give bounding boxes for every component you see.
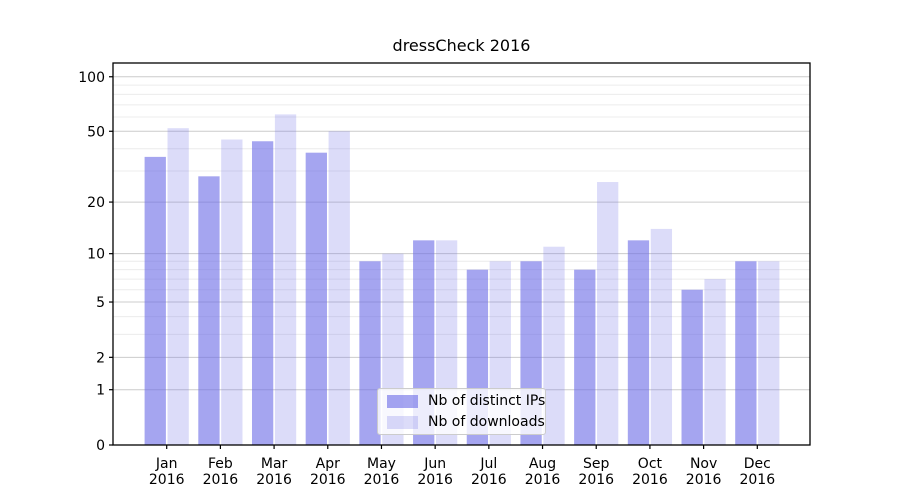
bar-oct-2016-s1 xyxy=(650,228,673,445)
x-tick-label-month: Jul xyxy=(479,456,497,472)
legend-label-distinct-ips: Nb of distinct IPs xyxy=(428,393,546,409)
x-tick-label-year: 2016 xyxy=(417,472,453,488)
y-tick-label: 2 xyxy=(96,350,105,366)
bar-dec-2016-s0 xyxy=(735,261,757,445)
bar-nov-2016-s1 xyxy=(704,279,726,445)
x-tick-label-month: Feb xyxy=(208,456,233,472)
legend-item-downloads: Nb of downloads xyxy=(387,414,545,430)
x-tick-label-year: 2016 xyxy=(256,472,292,488)
y-tick-label: 5 xyxy=(96,295,105,311)
x-tick-label-year: 2016 xyxy=(739,472,775,488)
x-tick-label-month: Jan xyxy=(155,456,178,472)
x-tick-label-year: 2016 xyxy=(310,472,346,488)
x-tick-label-month: Nov xyxy=(690,456,717,472)
bar-mar-2016-s0 xyxy=(251,141,274,445)
bar-aug-2016-s1 xyxy=(543,246,565,445)
x-tick-label-month: May xyxy=(367,456,396,472)
y-tick-label: 100 xyxy=(78,70,105,86)
x-tick-label-year: 2016 xyxy=(203,472,239,488)
legend: Nb of distinct IPs Nb of downloads xyxy=(377,388,546,435)
y-tick-label: 0 xyxy=(96,438,105,454)
x-tick-label-month: Aug xyxy=(529,456,556,472)
bar-jan-2016-s1 xyxy=(167,128,189,446)
y-tick-label: 10 xyxy=(87,247,105,263)
legend-swatch-distinct-ips-icon xyxy=(387,394,418,408)
bar-feb-2016-s1 xyxy=(221,139,243,445)
bar-mar-2016-s1 xyxy=(274,114,297,445)
bar-sep-2016-s1 xyxy=(597,182,619,445)
x-tick-label-year: 2016 xyxy=(525,472,561,488)
bar-feb-2016-s0 xyxy=(198,176,220,446)
x-tick-label-month: Oct xyxy=(638,456,663,472)
x-tick-label-year: 2016 xyxy=(632,472,668,488)
x-tick-label-month: Apr xyxy=(316,456,340,472)
x-tick-label-year: 2016 xyxy=(149,472,185,488)
x-tick-label-month: Dec xyxy=(744,456,771,472)
x-tick-label-month: Sep xyxy=(583,456,610,472)
bar-may-2016-s0 xyxy=(359,261,381,445)
legend-swatch-downloads-icon xyxy=(387,415,418,429)
bar-nov-2016-s0 xyxy=(681,289,703,445)
chart-title: dressCheck 2016 xyxy=(392,36,531,55)
x-tick-label-year: 2016 xyxy=(578,472,614,488)
bar-jan-2016-s0 xyxy=(144,156,166,445)
x-tick-label-month: Mar xyxy=(261,456,288,472)
bar-dec-2016-s1 xyxy=(758,261,780,445)
legend-label-downloads: Nb of downloads xyxy=(428,414,545,430)
bar-apr-2016-s1 xyxy=(328,131,350,446)
bar-oct-2016-s0 xyxy=(627,240,650,445)
y-tick-label: 20 xyxy=(87,195,105,211)
y-tick-label: 50 xyxy=(87,124,105,140)
x-tick-label-year: 2016 xyxy=(364,472,400,488)
x-tick-label-year: 2016 xyxy=(471,472,507,488)
x-tick-label-month: Jun xyxy=(423,456,446,472)
bar-sep-2016-s0 xyxy=(574,269,596,445)
legend-item-distinct-ips: Nb of distinct IPs xyxy=(387,393,545,409)
bar-apr-2016-s0 xyxy=(305,152,327,445)
x-tick-label-year: 2016 xyxy=(686,472,722,488)
y-tick-label: 1 xyxy=(96,383,105,399)
